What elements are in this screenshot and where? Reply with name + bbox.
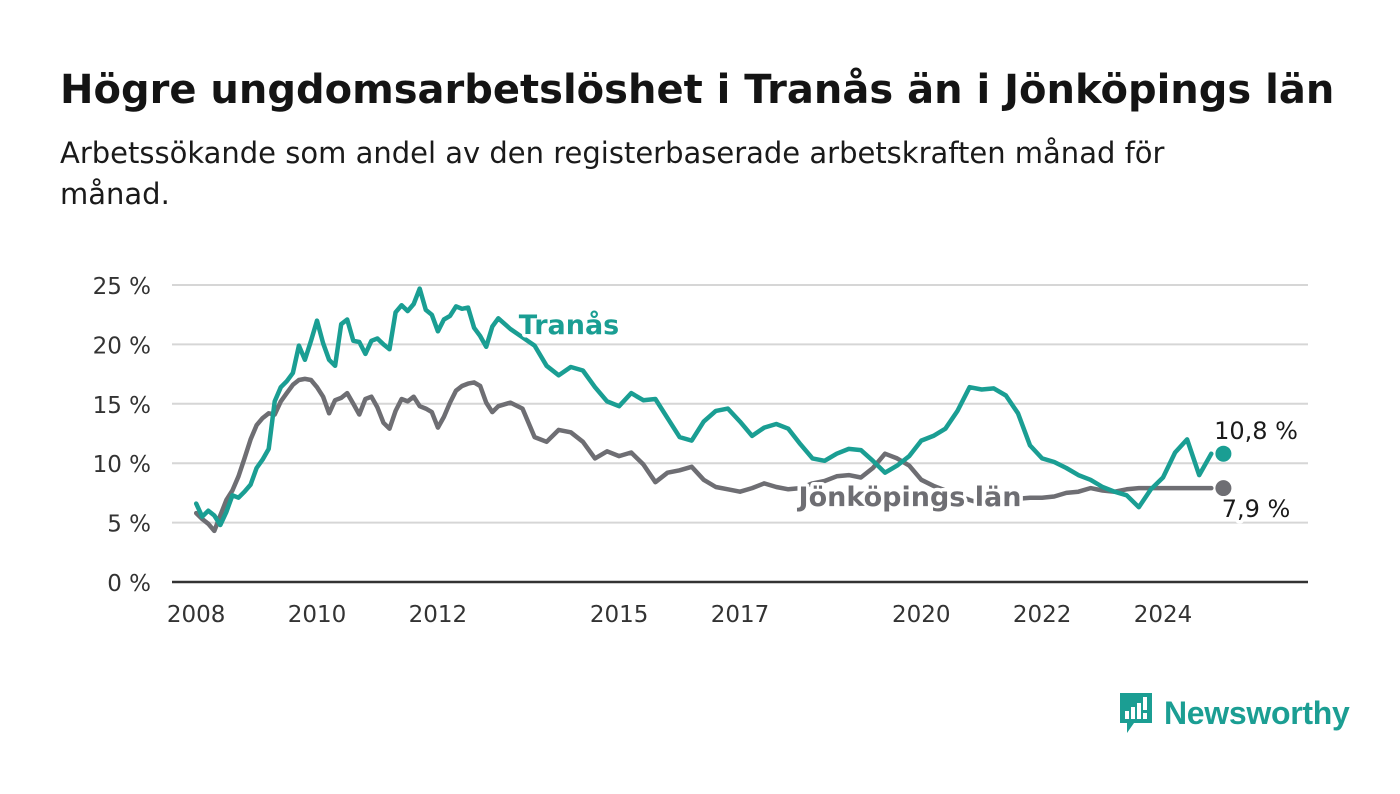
series-end-point [1215,480,1232,497]
x-tick-label: 2015 [590,602,649,628]
x-tick-label: 2022 [1013,602,1072,628]
newsworthy-logo-icon [1120,693,1152,733]
brand-name: Newsworthy [1164,694,1350,731]
y-tick-label: 5 % [107,512,151,538]
y-tick-label: 20 % [93,333,151,359]
series-name-label: Jönköpings län [797,482,1022,513]
chart-title: Högre ungdomsarbetslöshet i Tranås än i … [60,67,1335,113]
y-tick-label: 15 % [93,393,151,419]
chart-subtitle: Arbetssökande som andel av den registerb… [60,136,1165,211]
series-name-label: Tranås [519,309,620,341]
newsworthy-logo: Newsworthy [1118,689,1350,737]
x-tick-label: 2020 [892,602,951,628]
y-tick-label: 0 % [107,571,151,597]
series-lines [193,286,1232,534]
x-axis-tick-labels: 2008 2010 2012 2015 2017 2020 2022 2024 [167,602,1192,628]
series-labels: Tranås Jönköpings län 10,8 % 7,9 % [515,306,1301,527]
x-tick-label: 2017 [711,602,770,628]
x-tick-label: 2024 [1134,602,1193,628]
x-tick-label: 2010 [288,602,347,628]
y-tick-label: 10 % [93,452,151,478]
y-tick-label: 25 % [93,274,151,300]
y-axis-tick-labels: 0 % 5 % 10 % 15 % 20 % 25 % [93,274,151,597]
x-tick-label: 2012 [409,602,468,628]
series-end-point [1215,445,1232,462]
series-end-value-label: 7,9 % [1222,495,1291,523]
series-end-value-label: 10,8 % [1214,417,1298,445]
series-line [193,376,1214,534]
x-tick-label: 2008 [167,602,226,628]
series-line [193,286,1214,528]
